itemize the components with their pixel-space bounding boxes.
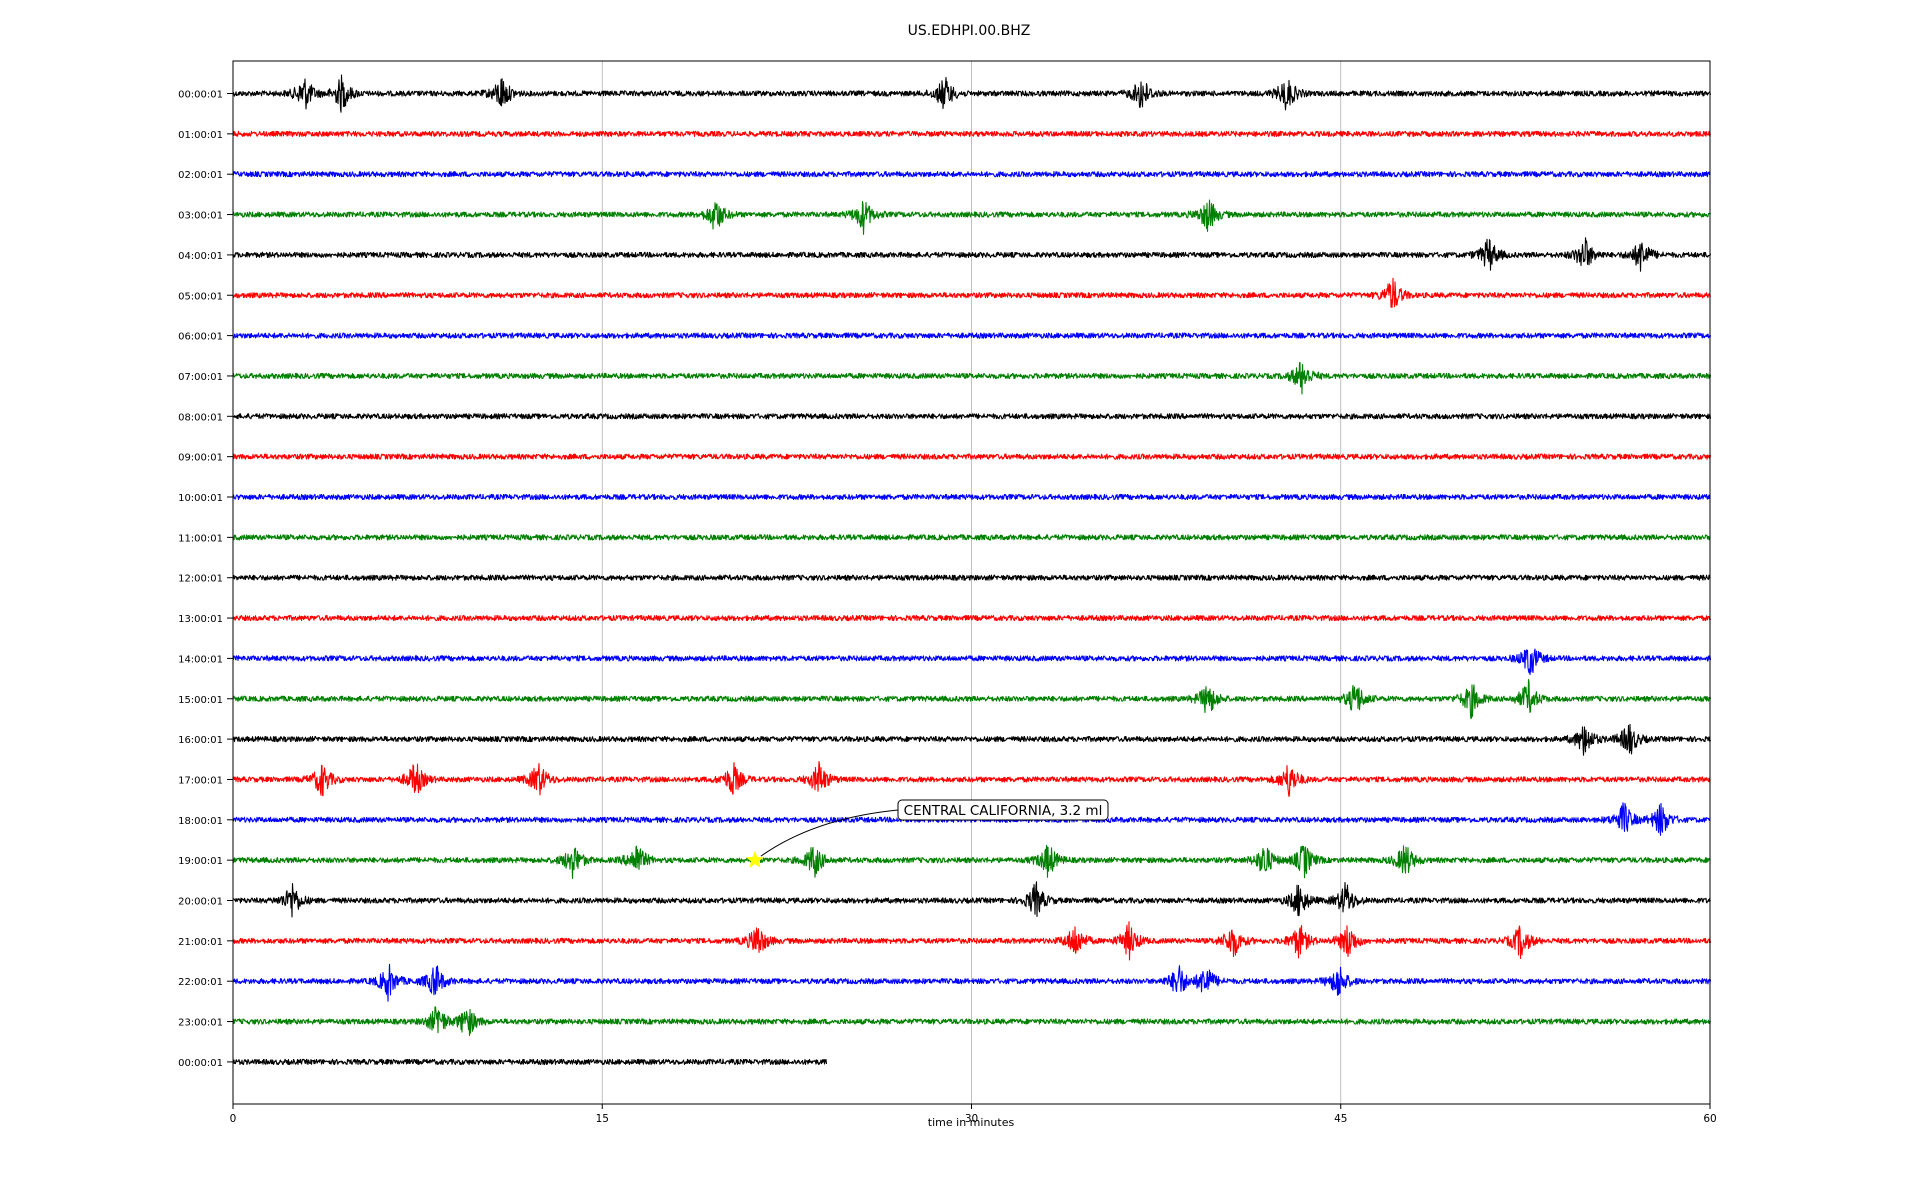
vertical-grid-lines	[601, 61, 1342, 1104]
trace-row-11	[232, 534, 1711, 541]
row-label: 07:00:01	[178, 372, 223, 383]
x-tick-label: 30	[965, 1113, 978, 1125]
trace-row-5	[232, 277, 1712, 309]
row-label: 04:00:01	[178, 251, 223, 262]
row-label: 21:00:01	[178, 937, 223, 948]
x-axis-ticks: 0 15 30 45 60	[230, 1104, 1717, 1125]
trace-row-0	[232, 74, 1712, 113]
row-label: 02:00:01	[178, 170, 223, 181]
row-label: 12:00:01	[178, 574, 223, 585]
trace-row-2	[232, 171, 1711, 178]
event-star-marker	[745, 850, 764, 868]
row-label: 09:00:01	[178, 453, 223, 464]
trace-row-15	[232, 679, 1712, 720]
row-label: 14:00:01	[178, 654, 223, 665]
trace-row-24	[232, 1058, 828, 1066]
row-label: 05:00:01	[178, 291, 223, 302]
row-label: 11:00:01	[178, 533, 223, 544]
plot-frame	[232, 60, 1711, 1105]
trace-row-20	[232, 881, 1711, 918]
trace-row-7	[232, 361, 1712, 395]
trace-row-3	[232, 199, 1711, 235]
row-label: 06:00:01	[178, 332, 223, 343]
x-tick-label: 45	[1334, 1113, 1347, 1125]
row-label: 10:00:01	[178, 493, 223, 504]
trace-row-17	[232, 760, 1711, 798]
row-label: 03:00:01	[178, 211, 223, 222]
row-label: 01:00:01	[178, 130, 223, 141]
seismic-traces	[232, 74, 1712, 1066]
trace-row-4	[232, 237, 1712, 272]
x-tick-label: 15	[596, 1113, 609, 1125]
row-label: 20:00:01	[178, 897, 223, 908]
row-label: 23:00:01	[178, 1018, 223, 1029]
trace-row-21	[232, 921, 1712, 961]
row-label: 22:00:01	[178, 977, 223, 988]
row-label: 16:00:01	[178, 735, 223, 746]
row-label: 00:00:01	[178, 90, 223, 101]
trace-row-10	[232, 493, 1711, 501]
trace-row-19	[232, 844, 1711, 880]
row-label: 00:00:01	[178, 1058, 223, 1069]
annotation-label: CENTRAL CALIFORNIA, 3.2 ml	[904, 803, 1103, 819]
annotation-box	[897, 799, 1109, 821]
trace-row-18	[232, 802, 1711, 836]
row-label: 13:00:01	[178, 614, 223, 625]
x-tick-label: 60	[1703, 1113, 1716, 1125]
trace-row-22	[232, 963, 1712, 1002]
row-label: 15:00:01	[178, 695, 223, 706]
trace-row-14	[232, 648, 1712, 676]
annotation-arrow	[760, 809, 899, 857]
x-axis-label: time in minutes	[928, 1116, 1015, 1129]
trace-row-9	[232, 453, 1712, 460]
chart-title: US.EDHPI.00.BHZ	[908, 23, 1031, 39]
row-label: 17:00:01	[178, 775, 223, 786]
trace-row-8	[232, 413, 1712, 420]
row-label: 18:00:01	[178, 816, 223, 827]
trace-row-23	[232, 1006, 1712, 1037]
row-label: 08:00:01	[178, 412, 223, 423]
event-annotation: CENTRAL CALIFORNIA, 3.2 ml	[745, 799, 1109, 868]
row-time-labels: 00:00:01 01:00:01 02:00:01 03:00:01 04:00:01…	[178, 90, 233, 1069]
row-label: 19:00:01	[178, 856, 223, 867]
x-tick-label: 0	[230, 1113, 237, 1125]
trace-row-1	[232, 130, 1712, 137]
trace-row-6	[232, 332, 1712, 339]
trace-row-16	[232, 723, 1712, 756]
trace-row-12	[232, 574, 1711, 581]
trace-row-13	[232, 614, 1712, 622]
